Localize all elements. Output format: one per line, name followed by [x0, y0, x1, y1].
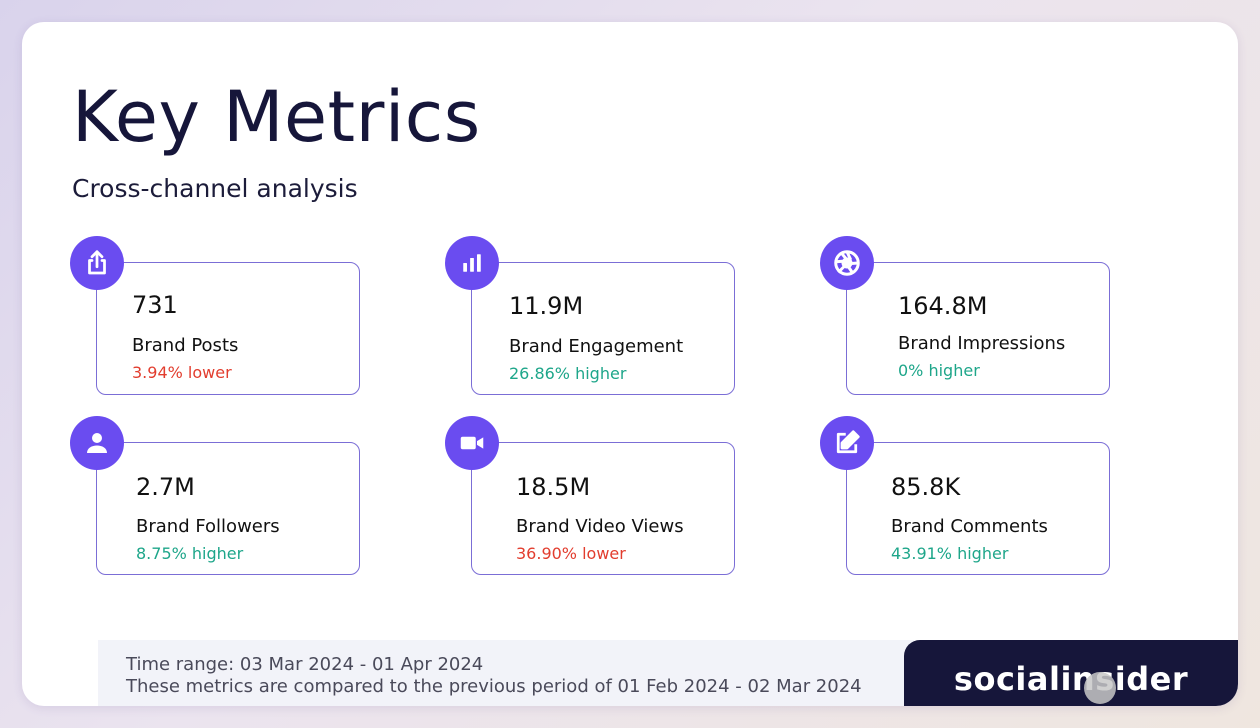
metric-change: 3.94% lower	[132, 363, 232, 382]
user-icon	[70, 416, 124, 470]
video-camera-icon	[445, 416, 499, 470]
metric-card-brand-posts: 731 Brand Posts 3.94% lower	[96, 262, 360, 395]
metric-change: 26.86% higher	[509, 364, 627, 383]
time-range: Time range: 03 Mar 2024 - 01 Apr 2024	[126, 654, 484, 675]
metric-value: 2.7M	[136, 473, 195, 501]
metric-value: 11.9M	[509, 292, 584, 320]
metric-label: Brand Followers	[136, 516, 280, 537]
metric-label: Brand Impressions	[898, 333, 1066, 354]
brand-bar: socialinsider	[904, 640, 1238, 706]
metric-value: 18.5M	[516, 473, 591, 501]
metric-card-brand-comments: 85.8K Brand Comments 43.91% higher	[846, 442, 1110, 575]
metric-change: 43.91% higher	[891, 544, 1009, 563]
share-icon	[70, 236, 124, 290]
brand-logo: socialinsider	[953, 660, 1189, 698]
metric-label: Brand Posts	[132, 335, 239, 356]
metric-card-brand-video-views: 18.5M Brand Video Views 36.90% lower	[471, 442, 735, 575]
metric-card-brand-impressions: 164.8M Brand Impressions 0% higher	[846, 262, 1110, 395]
page-subtitle: Cross-channel analysis	[72, 174, 358, 203]
metric-card-brand-engagement: 11.9M Brand Engagement 26.86% higher	[471, 262, 735, 395]
aperture-icon	[820, 236, 874, 290]
metric-label: Brand Engagement	[509, 336, 684, 357]
comparison-note: These metrics are compared to the previo…	[126, 676, 862, 697]
metric-card-brand-followers: 2.7M Brand Followers 8.75% higher	[96, 442, 360, 575]
footer-info: Time range: 03 Mar 2024 - 01 Apr 2024 Th…	[98, 640, 914, 706]
metric-change: 36.90% lower	[516, 544, 626, 563]
cursor-indicator	[1084, 672, 1116, 704]
metric-value: 731	[132, 291, 178, 319]
metric-value: 164.8M	[898, 292, 988, 320]
metric-change: 8.75% higher	[136, 544, 244, 563]
metric-change: 0% higher	[898, 361, 980, 380]
metric-value: 85.8K	[891, 473, 961, 501]
report-card: Key Metrics Cross-channel analysis 731 B…	[22, 22, 1238, 706]
metric-label: Brand Video Views	[516, 516, 684, 537]
page-title: Key Metrics	[72, 76, 481, 158]
edit-icon	[820, 416, 874, 470]
bar-chart-icon	[445, 236, 499, 290]
metric-label: Brand Comments	[891, 516, 1048, 537]
